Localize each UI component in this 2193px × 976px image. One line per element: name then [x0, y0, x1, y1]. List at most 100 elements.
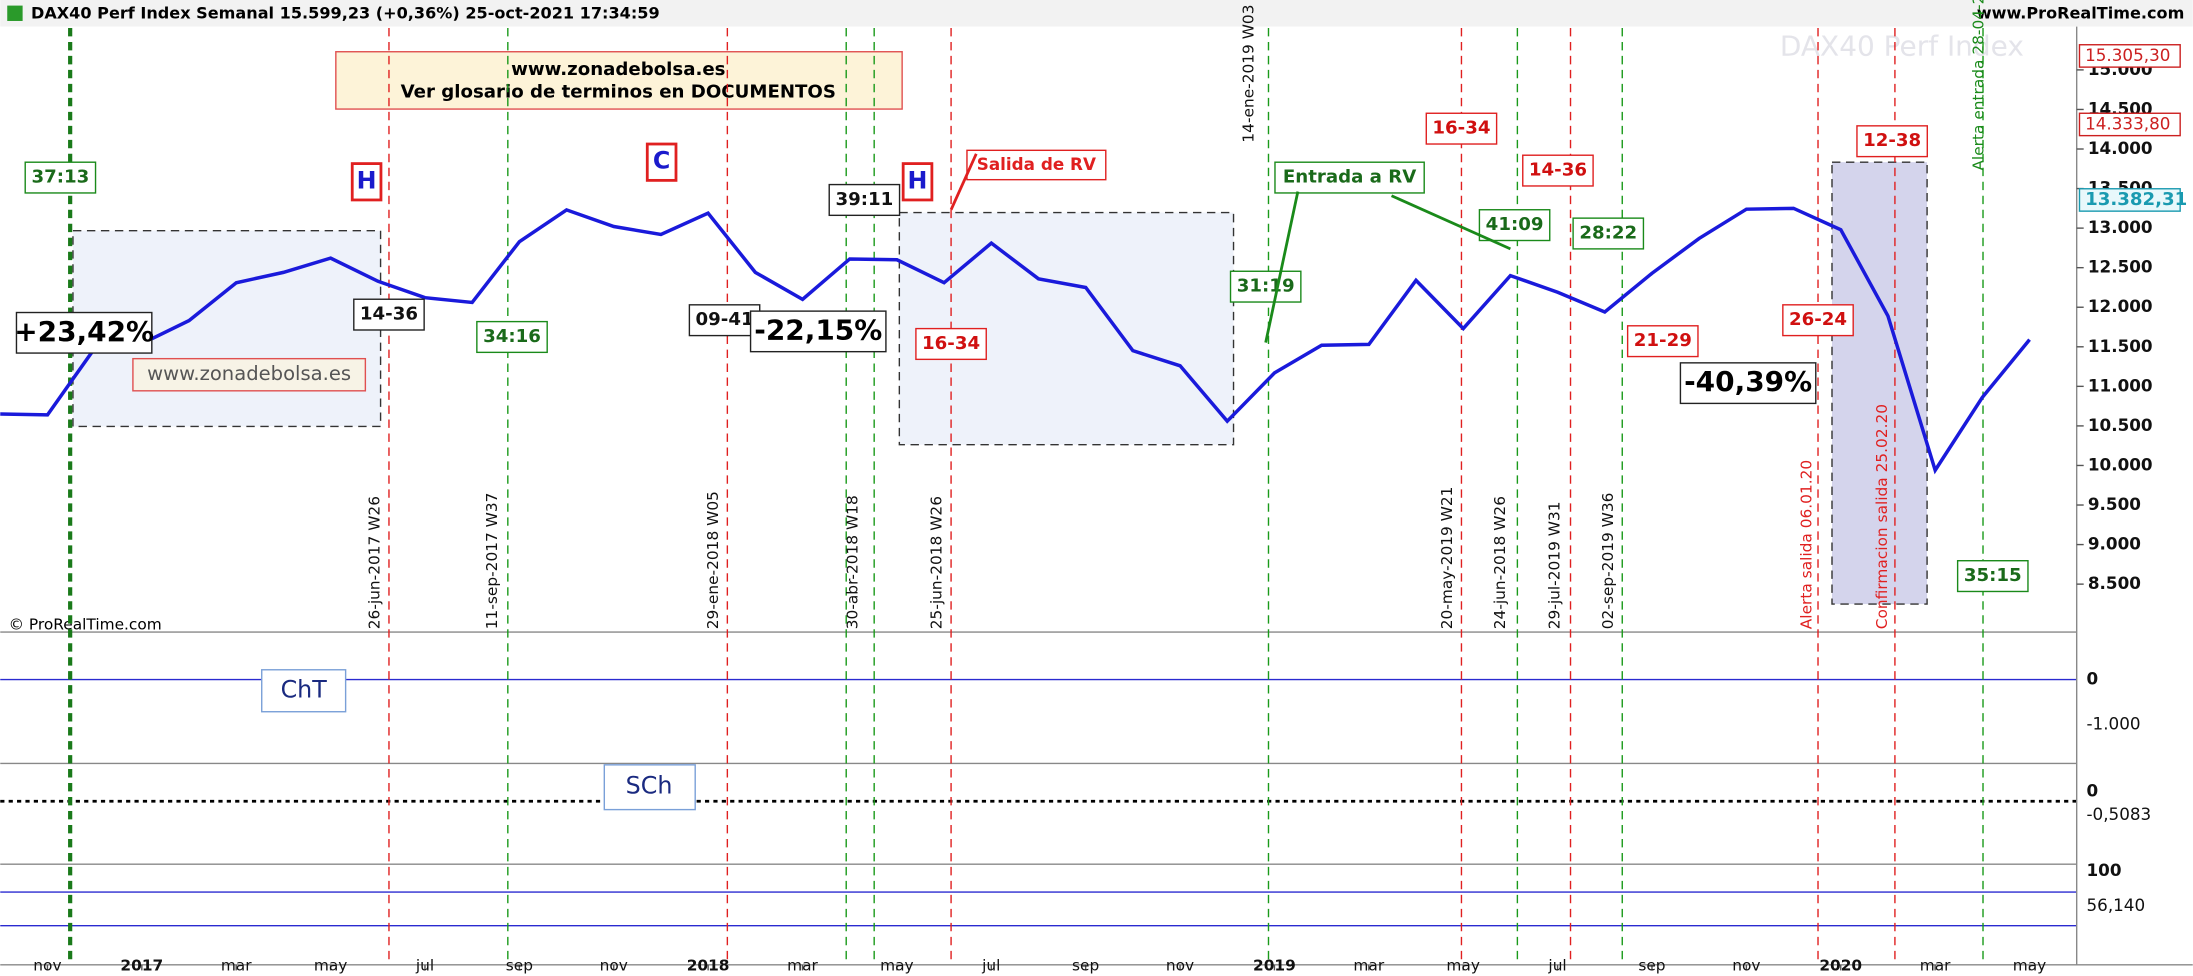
indicator-axis-label: 0 — [2086, 780, 2098, 800]
annotation-box — [828, 183, 901, 217]
arrow — [949, 153, 978, 211]
annotation: 21-29 — [1634, 330, 1692, 351]
indicator-axis-label: -0,5083 — [2086, 804, 2151, 824]
x-tick-label: may — [1446, 957, 1480, 975]
annotation: +23,42% — [14, 315, 154, 348]
y-tick-label: 12.500 — [2088, 257, 2153, 277]
annotation-box — [749, 310, 887, 353]
annotation: 16-34 — [1432, 118, 1490, 139]
x-tick-label: mar — [1353, 957, 1384, 975]
arrow — [1264, 191, 1300, 343]
price-tag: 14.333,80 — [2085, 113, 2170, 133]
annotation: 12-38 — [1863, 130, 1921, 151]
date-marker: 25-jun-2018 W26 — [928, 496, 946, 629]
annotation-box — [1782, 304, 1854, 337]
date-marker: 11-sep-2017 W37 — [483, 493, 501, 630]
x-tick-label: may — [314, 957, 348, 975]
date-marker: 30-abr-2018 W18 — [844, 495, 862, 629]
price-tag-box — [2078, 112, 2181, 137]
annotation-box — [1679, 362, 1817, 405]
x-tick-label: mar — [221, 957, 252, 975]
annotation: H — [357, 166, 377, 194]
copyright: © ProRealTime.com — [9, 616, 162, 634]
y-tick-label: 9.500 — [2088, 494, 2141, 514]
annotation-box — [1478, 209, 1551, 242]
annotation: 14-36 — [360, 304, 418, 325]
annotation-box — [1229, 270, 1302, 303]
x-tick-label: 2020 — [1819, 957, 1862, 975]
price-tag-box — [2078, 44, 2181, 68]
annotation-box — [645, 142, 678, 182]
x-tick-label: 2019 — [1253, 957, 1296, 975]
y-tick-label: 11.500 — [2088, 336, 2153, 356]
annotation-box — [1572, 217, 1645, 250]
annotation: 35:15 — [1964, 565, 2022, 586]
annotation: 14-36 — [1529, 160, 1587, 181]
annotation: H — [908, 166, 928, 194]
annotation: -40,39% — [1684, 365, 1812, 398]
x-tick-label: nov — [33, 957, 61, 975]
annotation-box — [350, 162, 383, 202]
y-tick-label: 10.000 — [2088, 454, 2153, 474]
annotation-box — [353, 298, 425, 331]
info-text: Ver glosario de terminos en DOCUMENTOS — [401, 81, 836, 102]
price-line — [0, 206, 2031, 475]
annotation: 34:16 — [483, 326, 541, 347]
x-tick-label: sep — [1638, 957, 1665, 975]
price-tag-box — [2078, 188, 2181, 212]
annotation-box — [915, 327, 987, 361]
y-tick-label: 14.000 — [2088, 138, 2153, 158]
annotation: 37:13 — [31, 167, 89, 188]
annotation-box — [1522, 154, 1594, 187]
annotation-box — [476, 320, 548, 354]
indicator-name: ChT — [281, 675, 328, 703]
annotation: 28:22 — [1579, 223, 1637, 244]
y-tick-label: 8.500 — [2088, 573, 2141, 593]
chart-title: DAX40 Perf Index Semanal 15.599,23 (+0,3… — [31, 3, 660, 22]
date-marker: Alerta entrada 28-04-20 — [1969, 0, 1987, 171]
x-tick-label: 2017 — [120, 957, 163, 975]
annotation-box — [1274, 161, 1425, 194]
price-tag: 15.305,30 — [2085, 45, 2170, 65]
indicator-box — [261, 669, 347, 713]
annotation-box — [1425, 112, 1498, 145]
x-tick-label: mar — [1920, 957, 1951, 975]
y-tick-label: 9.000 — [2088, 534, 2141, 554]
x-tick-label: nov — [1732, 957, 1760, 975]
indicator-axis-label: -1.000 — [2086, 713, 2140, 733]
price-tag: 13.382,31 — [2085, 189, 2187, 210]
x-tick-label: nov — [1166, 957, 1194, 975]
source: www.ProRealTime.com — [1977, 3, 2185, 22]
annotation: 31:19 — [1237, 276, 1295, 297]
annotation-box — [15, 311, 153, 354]
info-text: www.zonadebolsa.es — [511, 59, 725, 80]
x-tick-label: may — [880, 957, 914, 975]
annotation: C — [653, 147, 670, 175]
date-marker: 14-ene-2019 W03 — [1239, 5, 1257, 143]
x-tick-label: jul — [981, 957, 1000, 975]
x-tick-label: may — [2013, 957, 2047, 975]
indicator-box — [603, 764, 696, 811]
annotation: 26-24 — [1789, 309, 1847, 330]
annotation-box — [966, 149, 1107, 181]
date-marker: 26-jun-2017 W26 — [365, 496, 383, 629]
date-marker: Confirmacion salida 25.02.20 — [1873, 404, 1891, 629]
info-box — [335, 51, 903, 110]
x-tick-label: nov — [600, 957, 628, 975]
indicator-axis-label: 100 — [2086, 860, 2121, 880]
annotation: 16-34 — [922, 333, 980, 354]
date-marker: 20-may-2019 W21 — [1438, 487, 1456, 630]
x-tick-label: sep — [1072, 957, 1099, 975]
annotation-box — [1956, 560, 2029, 593]
annotation: Entrada a RV — [1283, 167, 1416, 188]
y-tick-label: 13.000 — [2088, 217, 2153, 237]
annotation: 39:11 — [835, 189, 893, 210]
annotation: -22,15% — [754, 313, 882, 346]
app-icon — [7, 5, 23, 21]
y-tick-label: 10.500 — [2088, 415, 2153, 435]
date-marker: 29-ene-2018 W05 — [704, 491, 722, 629]
y-tick-label: 12.000 — [2088, 296, 2153, 316]
header-bar — [0, 0, 2193, 27]
indicator-axis-label: 0 — [2086, 669, 2098, 689]
